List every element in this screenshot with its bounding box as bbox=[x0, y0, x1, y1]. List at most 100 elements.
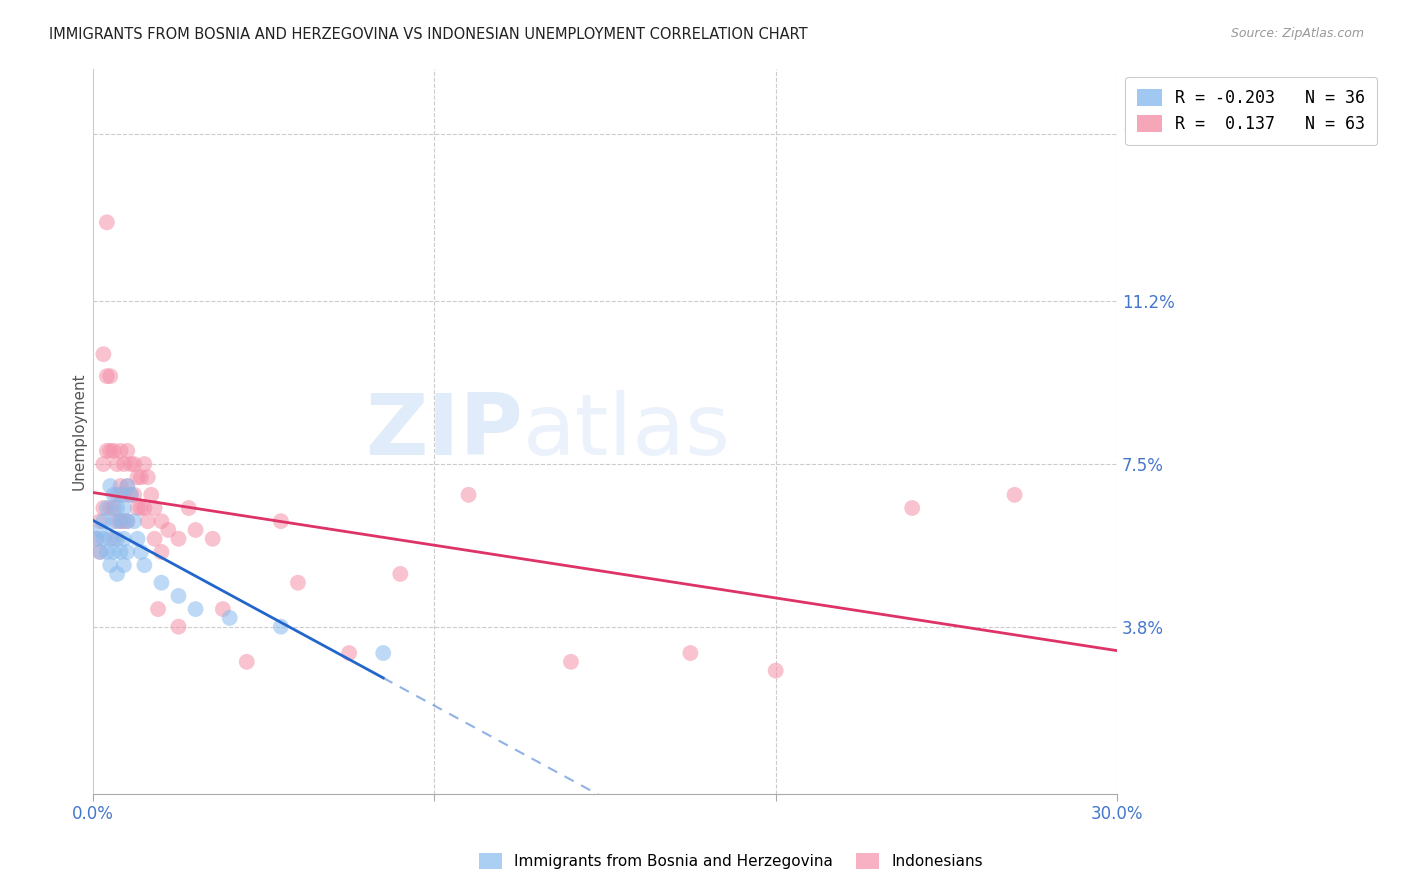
Point bbox=[110, 514, 132, 528]
Point bbox=[86, 532, 108, 546]
Point bbox=[93, 532, 115, 546]
Point bbox=[98, 443, 121, 458]
Point bbox=[765, 664, 787, 678]
Point bbox=[143, 501, 166, 516]
Point bbox=[129, 545, 152, 559]
Point bbox=[117, 514, 139, 528]
Point bbox=[105, 532, 128, 546]
Point bbox=[117, 443, 139, 458]
Point bbox=[127, 470, 149, 484]
Point bbox=[134, 558, 156, 573]
Point bbox=[560, 655, 582, 669]
Point bbox=[98, 369, 121, 384]
Point bbox=[141, 488, 163, 502]
Y-axis label: Unemployment: Unemployment bbox=[72, 372, 86, 490]
Point bbox=[103, 514, 125, 528]
Point bbox=[120, 488, 142, 502]
Point bbox=[110, 443, 132, 458]
Point bbox=[150, 545, 173, 559]
Point bbox=[112, 457, 135, 471]
Text: Source: ZipAtlas.com: Source: ZipAtlas.com bbox=[1230, 27, 1364, 40]
Point bbox=[373, 646, 395, 660]
Point bbox=[235, 655, 257, 669]
Point bbox=[93, 501, 115, 516]
Point bbox=[103, 501, 125, 516]
Point bbox=[134, 457, 156, 471]
Point bbox=[105, 488, 128, 502]
Point bbox=[136, 514, 159, 528]
Point bbox=[143, 532, 166, 546]
Point bbox=[98, 501, 121, 516]
Point bbox=[110, 545, 132, 559]
Point bbox=[110, 488, 132, 502]
Point bbox=[96, 545, 118, 559]
Point bbox=[117, 514, 139, 528]
Point bbox=[89, 523, 111, 537]
Point bbox=[86, 532, 108, 546]
Point bbox=[129, 501, 152, 516]
Point bbox=[122, 514, 145, 528]
Point bbox=[184, 523, 207, 537]
Point bbox=[103, 443, 125, 458]
Point bbox=[89, 545, 111, 559]
Point bbox=[150, 514, 173, 528]
Point bbox=[96, 501, 118, 516]
Point bbox=[93, 347, 115, 361]
Point bbox=[110, 514, 132, 528]
Legend: Immigrants from Bosnia and Herzegovina, Indonesians: Immigrants from Bosnia and Herzegovina, … bbox=[474, 847, 988, 875]
Point bbox=[89, 514, 111, 528]
Point bbox=[167, 532, 190, 546]
Point bbox=[146, 602, 169, 616]
Point bbox=[117, 545, 139, 559]
Point bbox=[136, 470, 159, 484]
Point bbox=[117, 479, 139, 493]
Point bbox=[134, 501, 156, 516]
Legend: R = -0.203   N = 36, R =  0.137   N = 63: R = -0.203 N = 36, R = 0.137 N = 63 bbox=[1125, 77, 1376, 145]
Point bbox=[177, 501, 200, 516]
Point bbox=[89, 545, 111, 559]
Point bbox=[105, 501, 128, 516]
Point bbox=[212, 602, 235, 616]
Point bbox=[98, 479, 121, 493]
Point bbox=[201, 532, 224, 546]
Point bbox=[184, 602, 207, 616]
Point bbox=[287, 575, 309, 590]
Point bbox=[150, 575, 173, 590]
Point bbox=[112, 558, 135, 573]
Point bbox=[122, 488, 145, 502]
Point bbox=[120, 457, 142, 471]
Point bbox=[167, 589, 190, 603]
Point bbox=[103, 545, 125, 559]
Point bbox=[679, 646, 702, 660]
Point bbox=[105, 514, 128, 528]
Point bbox=[337, 646, 360, 660]
Point bbox=[96, 215, 118, 229]
Text: IMMIGRANTS FROM BOSNIA AND HERZEGOVINA VS INDONESIAN UNEMPLOYMENT CORRELATION CH: IMMIGRANTS FROM BOSNIA AND HERZEGOVINA V… bbox=[49, 27, 808, 42]
Point bbox=[167, 620, 190, 634]
Text: atlas: atlas bbox=[523, 390, 731, 473]
Point bbox=[112, 501, 135, 516]
Point bbox=[105, 566, 128, 581]
Point bbox=[122, 457, 145, 471]
Point bbox=[93, 457, 115, 471]
Point bbox=[389, 566, 412, 581]
Point bbox=[157, 523, 180, 537]
Point bbox=[105, 457, 128, 471]
Point bbox=[457, 488, 479, 502]
Point bbox=[98, 558, 121, 573]
Point bbox=[901, 501, 924, 516]
Point bbox=[112, 532, 135, 546]
Point bbox=[93, 514, 115, 528]
Point bbox=[103, 488, 125, 502]
Point bbox=[1004, 488, 1026, 502]
Point bbox=[127, 501, 149, 516]
Point bbox=[98, 532, 121, 546]
Point bbox=[103, 532, 125, 546]
Point bbox=[110, 479, 132, 493]
Point bbox=[117, 479, 139, 493]
Point bbox=[112, 514, 135, 528]
Point bbox=[96, 443, 118, 458]
Text: ZIP: ZIP bbox=[366, 390, 523, 473]
Point bbox=[270, 514, 292, 528]
Point bbox=[218, 611, 240, 625]
